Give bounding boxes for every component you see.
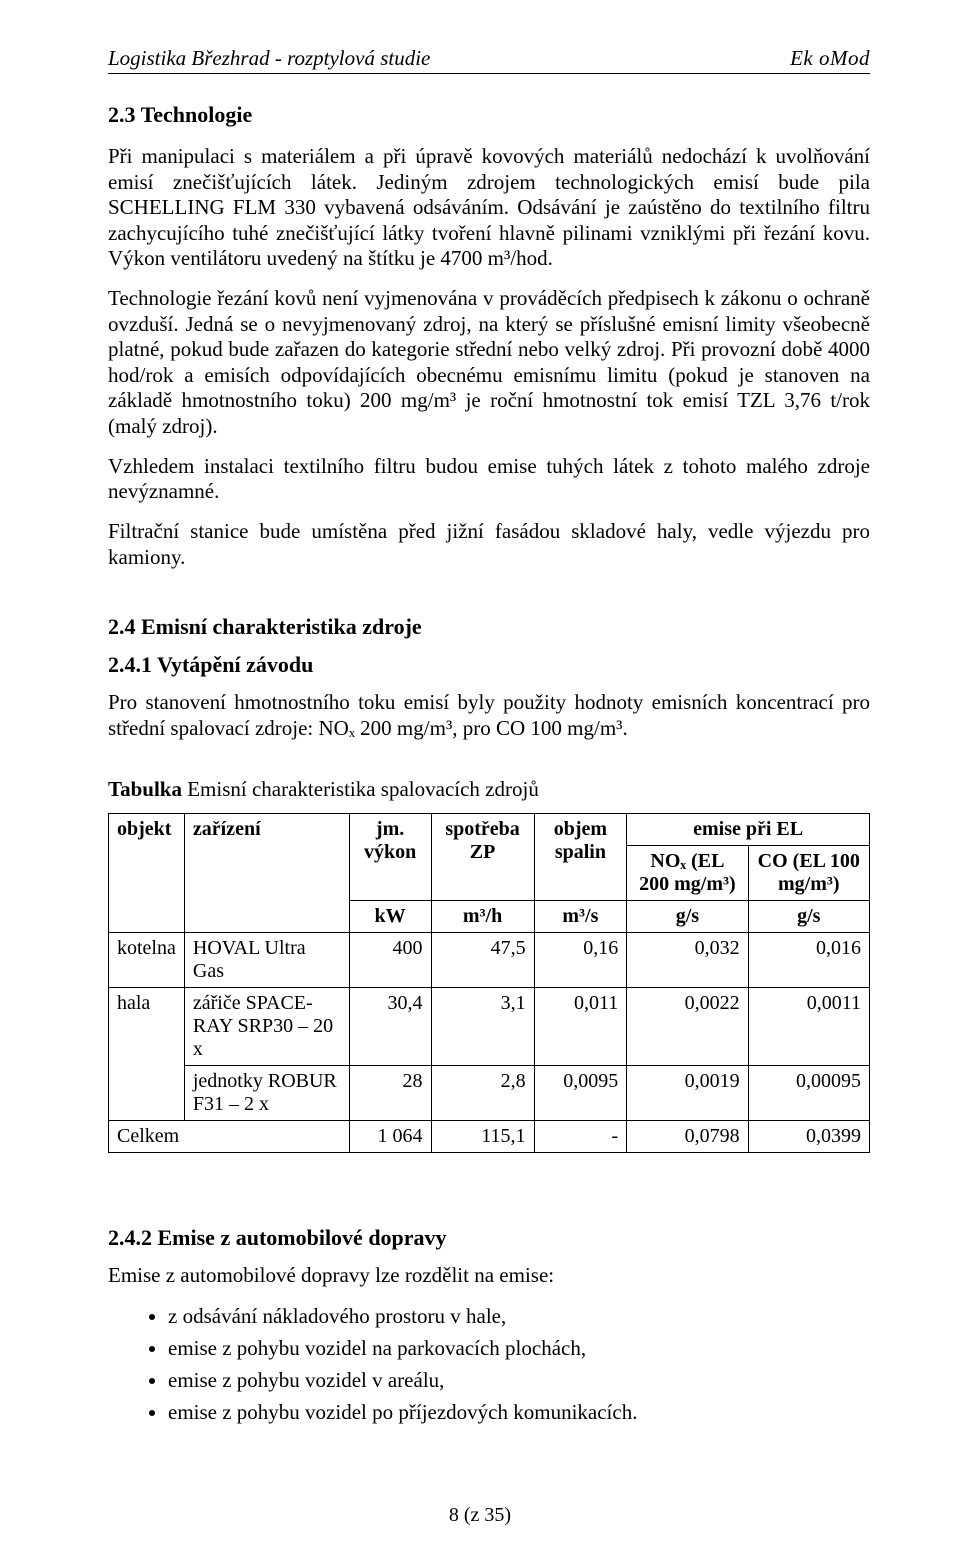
cell-co: 0,0011	[748, 987, 869, 1065]
heading-2-4-2: 2.4.2 Emise z automobilové dopravy	[108, 1225, 870, 1251]
bullet-list: z odsávání nákladového prostoru v hale, …	[108, 1303, 870, 1426]
th-zarizeni: zařízení	[184, 813, 349, 932]
body-text: Technologie řezání kovů není vyjmenována…	[108, 286, 870, 440]
table-head-row: objekt zařízení jm. výkon spotřeba ZP ob…	[109, 813, 870, 845]
th-units-m3h: m³/h	[431, 900, 534, 932]
cell-m3h: 47,5	[431, 932, 534, 987]
table-row: kotelna HOVAL Ultra Gas 400 47,5 0,16 0,…	[109, 932, 870, 987]
cell-nox: 0,032	[627, 932, 748, 987]
cell-zarizeni: zářiče SPACE-RAY SRP30 – 20 x	[184, 987, 349, 1065]
header-left: Logistika Březhrad - rozptylová studie	[108, 46, 430, 71]
page: Logistika Březhrad - rozptylová studie E…	[0, 0, 960, 1557]
list-item: emise z pohybu vozidel na parkovacích pl…	[168, 1335, 870, 1361]
table-sum-row: Celkem 1 064 115,1 - 0,0798 0,0399	[109, 1120, 870, 1152]
running-head: Logistika Březhrad - rozptylová studie E…	[108, 46, 870, 74]
emissions-table: objekt zařízení jm. výkon spotřeba ZP ob…	[108, 813, 870, 1153]
th-objekt: objekt	[109, 813, 185, 932]
table-row: jednotky ROBUR F31 – 2 x 28 2,8 0,0095 0…	[109, 1065, 870, 1120]
cell-sum-m3h: 115,1	[431, 1120, 534, 1152]
cell-objekt: kotelna	[109, 932, 185, 987]
cell-sum-nox: 0,0798	[627, 1120, 748, 1152]
heading-2-4: 2.4 Emisní charakteristika zdroje	[108, 614, 870, 640]
cell-co: 0,016	[748, 932, 869, 987]
cell-nox: 0,0019	[627, 1065, 748, 1120]
cell-zarizeni: jednotky ROBUR F31 – 2 x	[184, 1065, 349, 1120]
cell-sum-label: Celkem	[109, 1120, 350, 1152]
list-item: emise z pohybu vozidel po příjezdových k…	[168, 1399, 870, 1425]
cell-sum-m3s: -	[534, 1120, 627, 1152]
th-spotreba: spotřeba ZP	[431, 813, 534, 900]
th-units-gs2: g/s	[748, 900, 869, 932]
th-nox: NOₓ (EL 200 mg/m³)	[627, 845, 748, 900]
th-units-m3s: m³/s	[534, 900, 627, 932]
cell-sum-co: 0,0399	[748, 1120, 869, 1152]
body-text: Emise z automobilové dopravy lze rozděli…	[108, 1263, 870, 1289]
body-text: Při manipulaci s materiálem a při úpravě…	[108, 144, 870, 272]
body-text: Vzhledem instalaci textilního filtru bud…	[108, 454, 870, 505]
cell-kw: 30,4	[349, 987, 431, 1065]
table-row: hala zářiče SPACE-RAY SRP30 – 20 x 30,4 …	[109, 987, 870, 1065]
cell-kw: 28	[349, 1065, 431, 1120]
th-units-kw: kW	[349, 900, 431, 932]
list-item: emise z pohybu vozidel v areálu,	[168, 1367, 870, 1393]
list-item: z odsávání nákladového prostoru v hale,	[168, 1303, 870, 1329]
cell-m3s: 0,16	[534, 932, 627, 987]
cell-nox: 0,0022	[627, 987, 748, 1065]
cell-m3h: 3,1	[431, 987, 534, 1065]
cell-m3s: 0,0095	[534, 1065, 627, 1120]
cell-m3s: 0,011	[534, 987, 627, 1065]
th-units-gs1: g/s	[627, 900, 748, 932]
body-text: Pro stanovení hmotnostního toku emisí by…	[108, 690, 870, 741]
th-jm-vykon: jm. výkon	[349, 813, 431, 900]
page-number: 8 (z 35)	[0, 1504, 960, 1527]
cell-sum-kw: 1 064	[349, 1120, 431, 1152]
th-emise: emise při EL	[627, 813, 870, 845]
th-co: CO (EL 100 mg/m³)	[748, 845, 869, 900]
table-caption-text: Emisní charakteristika spalovacích zdroj…	[182, 777, 539, 801]
heading-2-3: 2.3 Technologie	[108, 102, 870, 128]
cell-kw: 400	[349, 932, 431, 987]
heading-2-4-1: 2.4.1 Vytápění závodu	[108, 652, 870, 678]
table-caption-label: Tabulka	[108, 777, 182, 801]
body-text: Filtrační stanice bude umístěna před již…	[108, 519, 870, 570]
cell-objekt: hala	[109, 987, 185, 1120]
cell-co: 0,00095	[748, 1065, 869, 1120]
cell-m3h: 2,8	[431, 1065, 534, 1120]
th-objem: objem spalin	[534, 813, 627, 900]
header-right: Ek oMod	[790, 46, 870, 71]
table-caption: Tabulka Emisní charakteristika spalovací…	[108, 777, 870, 803]
cell-zarizeni: HOVAL Ultra Gas	[184, 932, 349, 987]
